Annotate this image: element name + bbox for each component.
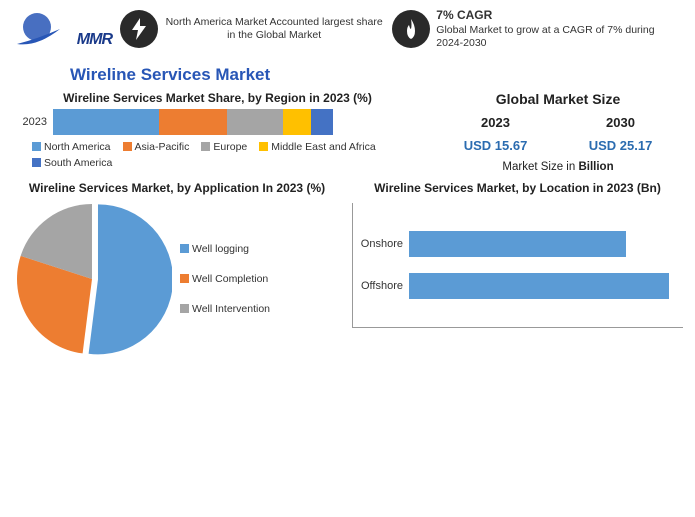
info-block-cagr: 7% CAGR Global Market to grow at a CAGR … [392,8,683,51]
legend-item: Asia-Pacific [123,141,190,153]
ms-unit-bold: Billion [578,161,613,173]
legend-swatch [32,142,41,151]
hbar-container: Onshore Offshore [352,203,683,328]
legend-swatch [259,142,268,151]
legend-item: Well Completion [180,273,270,285]
mmr-logo: MMR [12,9,112,49]
legend-swatch [180,274,189,283]
stacked-segment [159,109,226,135]
region-legend: North America Asia-Pacific Europe Middle Ea… [12,141,423,169]
hbar [409,231,626,257]
legend-label: Europe [213,141,247,153]
ms-year1: 2023 [481,115,510,130]
legend-item: Middle East and Africa [259,141,375,153]
legend-item: South America [32,157,112,169]
legend-swatch [32,158,41,167]
ms-value1: USD 15.67 [464,138,528,153]
bolt-icon [120,10,158,48]
cagr-title: 7% CAGR [436,8,683,24]
legend-item: Well Intervention [180,303,270,315]
market-size-panel: Global Market Size 2023 2030 USD 15.67 U… [433,91,683,173]
legend-label: North America [44,141,111,153]
legend-label: Middle East and Africa [271,141,375,153]
legend-label: South America [44,157,112,169]
flame-icon [392,10,430,48]
ms-unit-prefix: Market Size in [502,161,578,173]
location-title: Wireline Services Market, by Location in… [352,181,683,195]
legend-label: Well Intervention [192,303,270,315]
main-title: Wireline Services Market [70,65,695,85]
stacked-segment [283,109,311,135]
legend-label: Asia-Pacific [135,141,190,153]
hbar-label: Onshore [353,238,409,250]
pie-slice [89,204,172,354]
hbar-row: Onshore [353,231,683,257]
cagr-text: Global Market to grow at a CAGR of 7% du… [436,24,683,51]
header: MMR North America Market Accounted large… [0,0,695,59]
legend-label: Well logging [192,243,249,255]
hbar-label: Offshore [353,280,409,292]
legend-item: North America [32,141,111,153]
pie-legend: Well logging Well Completion Well Interven… [180,243,270,315]
ms-value2: USD 25.17 [589,138,653,153]
legend-swatch [123,142,132,151]
region-share-chart: Wireline Services Market Share, by Regio… [12,91,423,173]
pie-svg [12,199,172,359]
info-text-1: North America Market Accounted largest s… [164,16,384,43]
stacked-bar [53,109,333,135]
ms-year2: 2030 [606,115,635,130]
stacked-segment [227,109,283,135]
location-bar-chart: Wireline Services Market, by Location in… [352,181,683,359]
hbar [409,273,669,299]
hbar-row: Offshore [353,273,683,299]
legend-label: Well Completion [192,273,268,285]
market-size-title: Global Market Size [433,91,683,107]
stacked-segment [53,109,159,135]
region-chart-title: Wireline Services Market Share, by Regio… [12,91,423,105]
info-block-region: North America Market Accounted largest s… [120,10,384,48]
pie-title: Wireline Services Market, by Application… [12,181,342,195]
stacked-segment [311,109,333,135]
legend-swatch [201,142,210,151]
logo-text: MMR [77,31,112,49]
application-pie-chart: Wireline Services Market, by Application… [12,181,342,359]
legend-item: Europe [201,141,247,153]
legend-swatch [180,304,189,313]
ms-unit: Market Size in Billion [433,161,683,173]
legend-swatch [180,244,189,253]
region-axis-label: 2023 [12,116,47,128]
info-text-2: 7% CAGR Global Market to grow at a CAGR … [436,8,683,51]
globe-icon [12,9,62,49]
legend-item: Well logging [180,243,270,255]
